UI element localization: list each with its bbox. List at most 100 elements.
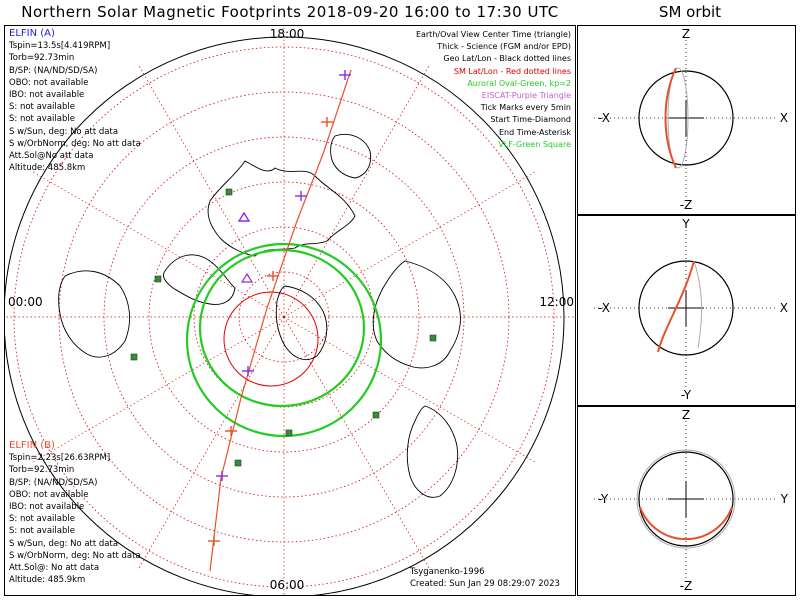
time-label-top: 18:00 [270, 27, 305, 41]
legend-entry-2: Geo Lat/Lon - Black dotted lines [443, 54, 571, 64]
legend-entry-0: Earth/Oval View Center Time (triangle) [415, 30, 571, 39]
elfin_b-line-2: B/SP: (NA/ND/SD/SA) [9, 477, 98, 488]
elfin-footprint-track [209, 69, 352, 572]
plot-title: Northern Solar Magnetic Footprints 2018-… [21, 3, 559, 21]
elfin-a-info: ELFIN (A) Tspin=13.5s[4.419RPM] Torb=92.73… [9, 28, 141, 174]
elfin_a-line-1: Torb=92.73min [9, 53, 75, 64]
elfin_b-line-1: Torb=92.73min [9, 465, 75, 476]
elfin_b-line-5: S: not available [9, 514, 75, 525]
sm-panel-xz: Z -Z -X X [577, 25, 796, 215]
footprint-map-panel: 18:00 00:00 12:00 06:00 ELFIN (A) Tspin=1… [4, 25, 576, 596]
footer-author: Tsyganenko-1996 [410, 567, 485, 577]
sm-lon-spoke-210 [32, 171, 285, 318]
track-tick-2 [295, 191, 307, 201]
earth-circle [638, 451, 734, 547]
coastline-greenland [275, 285, 328, 360]
sm-label-bottom: -Z [680, 579, 693, 593]
track-tick-0 [339, 70, 351, 80]
legend-entry-4: Auroral Oval-Green, kp=2 [467, 78, 571, 88]
sm-lon-spoke-300 [283, 65, 430, 318]
elfin_b-line-4: IBO: not available [9, 502, 85, 513]
elfin_a-line-8: S w/OrbNorm, deg: No att data [9, 138, 141, 149]
orbit-back [636, 449, 736, 549]
elfin_a-line-10: Altitude: 485.8km [9, 163, 86, 174]
orbit-front [657, 260, 695, 353]
track-tick-7 [208, 536, 220, 546]
sm-lon-spoke-330 [283, 171, 536, 318]
legend-entry-1: Thick - Science (FGM and/or EPD) [437, 42, 571, 52]
orbit-back [693, 260, 703, 349]
sm-label-bottom: -Y [681, 388, 692, 402]
elfin-track [208, 69, 352, 572]
elfin_b-header: ELFIN (B) [9, 440, 55, 451]
auroral-oval-outer [185, 242, 383, 438]
sm-lat-circle-2 [148, 181, 420, 453]
orbit-front [639, 506, 733, 541]
sm-lon-spoke-150 [32, 316, 285, 463]
elfin_a-header: ELFIN (A) [9, 28, 55, 39]
vlf-station-6 [234, 459, 242, 467]
polar-map: 18:00 00:00 12:00 06:00 [5, 27, 574, 595]
vlf-station-3 [429, 334, 437, 342]
view-center-triangle [240, 272, 254, 283]
track-tick-5 [225, 426, 237, 436]
time-label-bottom: 06:00 [270, 578, 305, 592]
sm-label-right: Y [780, 492, 789, 506]
auroral-oval-inner [198, 248, 366, 408]
sm-grid-spokes [5, 27, 574, 595]
sm-label-top: Z [682, 408, 690, 422]
track-tick-6 [216, 471, 228, 481]
elfin_a-line-3: OBO: not available [9, 77, 89, 88]
elfin_a-line-4: IBO: not available [9, 90, 85, 101]
track-tick-1 [321, 117, 333, 127]
sm-label-bottom: -Z [680, 198, 693, 212]
vlf-station-0 [225, 188, 233, 196]
elfin_a-line-6: S: not available [9, 114, 75, 125]
sm-label-top: Z [682, 27, 690, 41]
elfin_b-line-0: Tspin=2.23s[26.63RPM] [9, 453, 111, 464]
eiscat-triangle [237, 211, 251, 222]
coastline-eurasia [207, 160, 356, 257]
track-tick-3 [267, 271, 279, 281]
sm-yz-plot: Z -Z -Y Y [594, 408, 789, 593]
orbit-back [667, 67, 689, 169]
vlf-stations [130, 188, 437, 467]
elfin_b-line-6: S: not available [9, 526, 75, 537]
sm-panel-yz: Z -Z -Y Y [577, 406, 796, 596]
orbit-front [664, 67, 677, 169]
elfin_a-line-2: B/SP: (NA/ND/SD/SA) [9, 65, 98, 76]
sm-orbit-title: SM orbit [658, 3, 722, 21]
track-tick-4 [242, 366, 254, 376]
coastline-south-america [406, 405, 459, 498]
sm-xy-plot: Y -Y -X X [594, 217, 788, 402]
elfin_a-line-0: Tspin=13.5s[4.419RPM] [9, 41, 111, 52]
legend-entry-5: EISCAT-Purple Triangle [481, 91, 571, 101]
vlf-station-5 [285, 429, 293, 437]
time-label-right: 12:00 [539, 295, 574, 309]
coastlines [58, 133, 461, 498]
sm-panel-xy: Y -Y -X X [577, 215, 796, 406]
legend-entry-9: VLF-Green Square [498, 139, 571, 149]
elfin_b-line-3: OBO: not available [9, 489, 89, 500]
footer: Tsyganenko-1996 Created: Sun Jan 29 08:2… [410, 566, 560, 590]
elfin-b-info: ELFIN (B) Tspin=2.23s[26.63RPM] Torb=92.73… [9, 440, 141, 586]
time-labels: 18:00 00:00 12:00 06:00 [8, 27, 574, 592]
elfin_b-line-8: S w/OrbNorm, deg: No att data [9, 550, 141, 561]
sm-label-left: -X [598, 301, 610, 315]
sm-lon-spoke-120 [138, 316, 285, 569]
sm-lat-circle-5 [13, 46, 555, 588]
sm-label-left: -X [598, 111, 610, 125]
sm-xz-plot: Z -Z -X X [594, 27, 788, 212]
elfin_a-line-9: Att.Sol@No att data [9, 151, 94, 162]
footer-created: Created: Sun Jan 29 08:29:07 2023 [410, 579, 560, 590]
coastline-far-east [330, 133, 372, 179]
sm-lon-spoke-30 [283, 316, 536, 463]
vlf-station-1 [154, 275, 162, 283]
elfin_b-line-7: S w/Sun, deg: No att data [9, 538, 119, 549]
legend-entry-8: End Time-Asterisk [498, 127, 571, 137]
legend-entry-6: Tick Marks every 5min [480, 103, 571, 113]
time-label-left: 00:00 [8, 295, 43, 309]
sm-lon-spoke-240 [138, 65, 285, 318]
vlf-station-2 [130, 353, 138, 361]
sm-label-right: X [780, 111, 788, 125]
